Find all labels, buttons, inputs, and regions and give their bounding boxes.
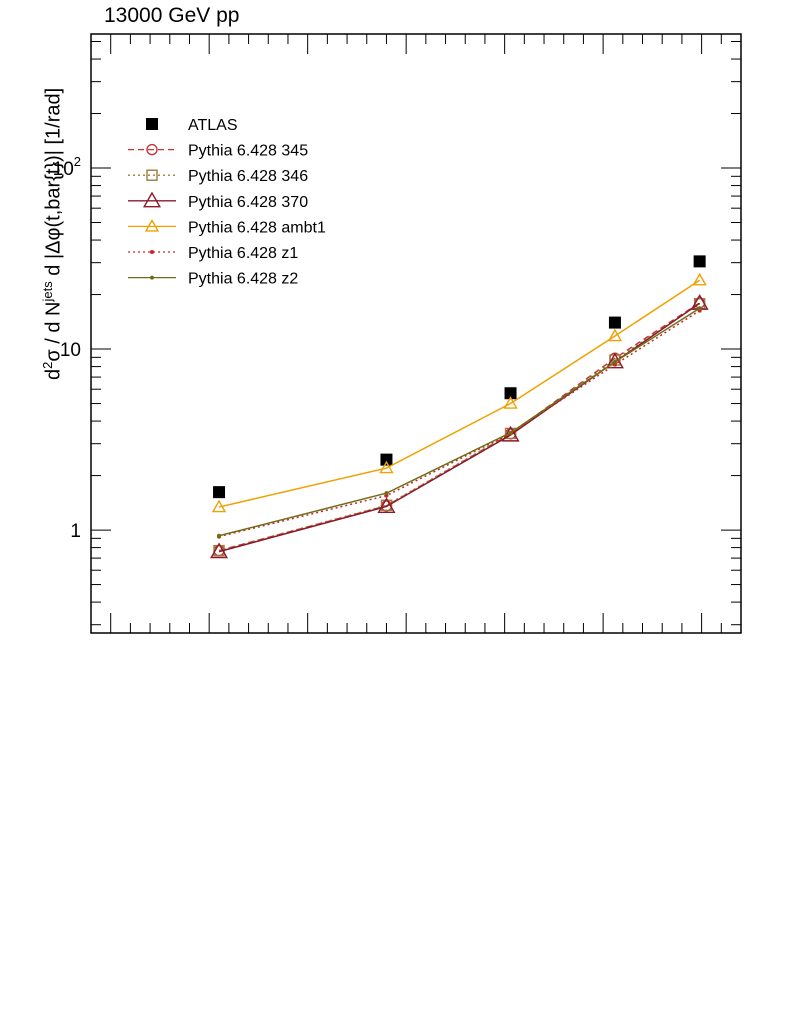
series-layer: [210, 255, 709, 559]
y-tick-label: 102: [53, 154, 81, 180]
legend-label: ATLAS: [188, 117, 238, 134]
legend-entry: Pythia 6.428 ambt1: [128, 218, 326, 236]
legend-entry: ATLAS: [146, 117, 238, 134]
series-line: [218, 279, 701, 508]
series-pythia-6-428-ambt1: [211, 272, 707, 513]
legend-entry: Pythia 6.428 z1: [128, 245, 298, 262]
y-tick-label: 10: [60, 340, 81, 361]
legend-label: Pythia 6.428 370: [188, 194, 308, 211]
series-pythia-6-428-z2: [217, 306, 702, 538]
data-point: [607, 328, 623, 342]
data-point: [692, 272, 707, 286]
data-point: [503, 396, 518, 409]
data-point: [612, 359, 617, 364]
data-point: [508, 430, 513, 435]
series-pythia-6-428-z1: [217, 308, 702, 539]
data-point: [211, 499, 227, 513]
data-point: [605, 352, 624, 369]
data-point: [608, 316, 621, 329]
legend-marker: [142, 191, 162, 208]
data-point: [504, 387, 517, 400]
series-line: [218, 307, 701, 537]
series-line: [218, 302, 701, 553]
data-point: [213, 486, 226, 499]
data-point: [217, 533, 222, 538]
data-point: [379, 460, 394, 474]
data-point: [697, 306, 702, 311]
legend-label: Pythia 6.428 346: [188, 168, 308, 185]
y-tick-label: 1: [70, 521, 81, 542]
legend-label: Pythia 6.428 z2: [188, 271, 298, 288]
series-pythia-6-428-346: [213, 298, 706, 557]
axes-frame: 1 10 102: [53, 33, 742, 634]
data-point: [693, 255, 706, 268]
legend-marker: [150, 275, 154, 280]
legend-marker: [146, 169, 158, 181]
legend-entry: Pythia 6.428 346: [128, 168, 308, 185]
series-line: [218, 303, 701, 552]
legend-marker: [144, 218, 160, 232]
chart-title: 13000 GeV pp: [104, 4, 240, 27]
data-point: [377, 497, 396, 514]
legend-label: Pythia 6.428 z1: [188, 245, 298, 262]
legend-label: Pythia 6.428 ambt1: [188, 219, 326, 236]
series-pythia-6-428-345: [213, 297, 706, 557]
data-point: [380, 499, 393, 512]
legend-entry: Pythia 6.428 370: [128, 191, 308, 211]
data-point: [612, 362, 617, 367]
legend-marker: [146, 118, 158, 130]
legend-marker: [150, 250, 154, 254]
legend-marker: [146, 143, 158, 156]
series-line: [218, 302, 701, 552]
data-point: [210, 542, 229, 559]
legend-label: Pythia 6.428 345: [188, 143, 308, 160]
legend-entry: Pythia 6.428 345: [128, 143, 308, 160]
data-point: [384, 491, 389, 496]
legend: ATLAS Pythia 6.428 345 Pythia 6.428 346 Pyt…: [128, 117, 326, 288]
series-atlas: [213, 255, 706, 499]
legend-entry: Pythia 6.428 z2: [128, 271, 298, 288]
plot-frame: [90, 33, 742, 634]
series-line: [218, 310, 701, 538]
data-point: [380, 453, 393, 466]
